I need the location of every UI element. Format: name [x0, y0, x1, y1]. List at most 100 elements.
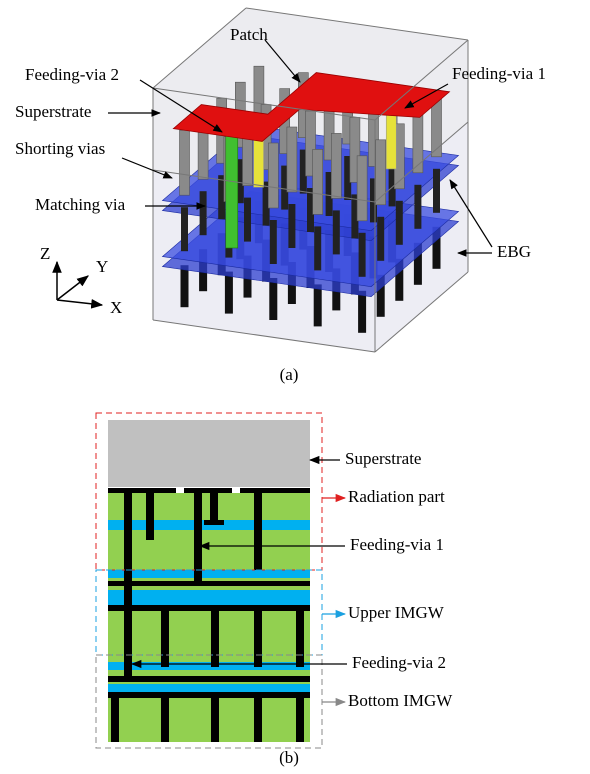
imgw-post — [296, 698, 304, 742]
callout-label: Bottom IMGW — [348, 691, 453, 710]
ebg-post — [388, 162, 396, 207]
callout-label: Upper IMGW — [348, 603, 445, 622]
callout-label: Feeding-via 1 — [452, 64, 546, 83]
gap — [232, 488, 240, 493]
imgw-post — [296, 611, 304, 667]
callout-label: Feeding-via 1 — [350, 535, 444, 554]
via-branch — [180, 581, 310, 586]
ebg-post — [269, 220, 277, 264]
via — [254, 493, 262, 570]
axis-arrow — [56, 275, 89, 301]
ebg-post — [224, 271, 233, 314]
via — [124, 493, 132, 676]
caption: (a) — [280, 365, 299, 384]
via — [210, 493, 218, 520]
callout-label: Shorting vias — [15, 139, 105, 158]
ebg-post — [376, 274, 385, 317]
shorting-via — [356, 155, 368, 222]
via — [146, 493, 154, 540]
box-edge — [374, 121, 469, 203]
ebg-post — [307, 188, 314, 232]
ebg-post — [218, 175, 226, 220]
box-edge — [374, 39, 469, 121]
callout-label: Feeding-via 2 — [25, 65, 119, 84]
ebg-post — [413, 242, 422, 285]
box-edge — [152, 169, 376, 203]
ebg-post — [281, 165, 289, 210]
ebg-post — [395, 258, 404, 301]
callout-arrow — [264, 39, 301, 83]
metal-layer — [108, 605, 310, 611]
shorting-via — [312, 149, 324, 215]
axis-arrow — [56, 299, 104, 309]
ebg-post — [358, 290, 367, 333]
imgw-post — [161, 698, 169, 742]
callout-arrow — [139, 79, 223, 133]
imgw-post — [254, 698, 262, 742]
box-edge — [152, 7, 247, 89]
ebg-post — [358, 232, 366, 277]
metal-layer — [108, 692, 310, 698]
patch — [172, 72, 451, 142]
ebg-post — [370, 178, 377, 223]
ebg-post — [288, 204, 296, 248]
imgw-post — [254, 611, 262, 667]
callout-label: Feeding-via 2 — [352, 653, 446, 672]
imgw-post — [161, 611, 169, 667]
callout-label: Radiation part — [348, 487, 445, 506]
callout-label: Superstrate — [15, 102, 91, 121]
via — [194, 493, 202, 581]
shorting-via — [330, 133, 342, 199]
ebg-post — [344, 156, 352, 200]
via-cap — [204, 520, 224, 525]
callout-label: Superstrate — [345, 449, 421, 468]
axis-label: X — [110, 298, 122, 317]
imgw-post — [211, 698, 219, 742]
box-edge — [152, 87, 376, 121]
metal-layer — [108, 488, 310, 493]
matching-via — [225, 122, 239, 249]
shorting-via — [267, 142, 279, 209]
axis-label: Y — [96, 257, 108, 276]
ebg-post — [351, 194, 359, 239]
callout-label: Patch — [230, 25, 268, 44]
ebg-post — [199, 191, 207, 236]
ebg-post — [262, 181, 270, 226]
superstrate-block — [108, 420, 310, 487]
callout-label: Matching via — [35, 195, 126, 214]
ebg-post — [314, 226, 322, 271]
ebg-post — [414, 184, 422, 229]
caption: (b) — [279, 748, 299, 767]
substrate — [108, 490, 310, 742]
imgw-post — [211, 611, 219, 667]
ebg-post — [313, 284, 322, 327]
metal-layer — [108, 676, 310, 682]
box-edge — [152, 319, 376, 353]
ebg-post — [244, 197, 251, 242]
callout-label: EBG — [497, 242, 531, 261]
ebg-post — [325, 172, 333, 216]
shorting-via — [375, 139, 387, 206]
callout-arrow — [449, 179, 493, 248]
box-edge — [245, 7, 469, 41]
callout-arrow — [121, 157, 173, 179]
ebg-post — [433, 168, 440, 213]
ebg-post — [180, 265, 189, 308]
imgw-post — [111, 698, 119, 742]
shorting-via — [179, 129, 190, 196]
imgw-strip — [108, 570, 310, 578]
axis-label: Z — [40, 244, 50, 263]
callout-arrow — [404, 83, 449, 109]
ebg-post — [432, 226, 441, 269]
ebg-post — [236, 159, 244, 204]
box-edge — [374, 271, 469, 353]
ebg-post — [377, 216, 385, 261]
ebg-post — [181, 207, 188, 252]
ebg-post — [299, 149, 307, 194]
ebg-post — [332, 210, 340, 255]
shorting-via — [286, 126, 298, 193]
gap — [176, 488, 184, 493]
ebg-post — [269, 278, 278, 320]
ebg-post — [395, 200, 403, 245]
